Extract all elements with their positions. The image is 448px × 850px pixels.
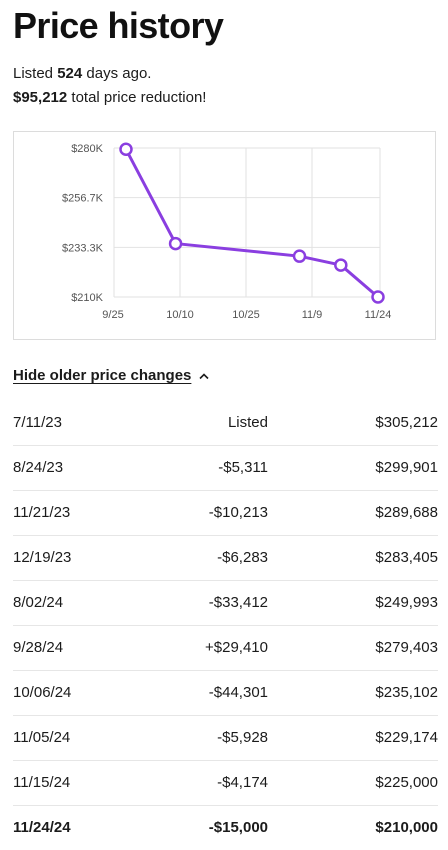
listed-suffix: days ago. [82,65,152,82]
history-row: 11/21/23 -$10,213 $289,688 [13,491,438,536]
history-price: $249,993 [375,594,438,611]
history-price: $225,000 [375,774,438,791]
history-price: $299,901 [375,459,438,476]
history-change: -$5,928 [217,729,268,746]
history-change: -$10,213 [208,504,268,521]
history-date: 7/11/23 [13,414,62,431]
price-point [119,142,133,157]
chevron-up-icon [199,372,209,380]
price-point [371,290,385,304]
listed-prefix: Listed [13,65,58,82]
history-change: +$29,410 [205,639,268,656]
history-row: 8/02/24 -$33,412 $249,993 [13,581,438,626]
history-row: 11/15/24 -$4,174 $225,000 [13,761,438,806]
history-date: 11/21/23 [13,504,71,521]
history-change: -$15,000 [208,819,268,836]
x-tick-label: 10/10 [166,309,194,321]
history-price: $289,688 [375,504,438,521]
history-row: 9/28/24 +$29,410 $279,403 [13,626,438,671]
price-point [292,249,307,263]
toggle-label: Hide older price changes [13,367,192,384]
x-tick-label: 9/25 [102,309,123,321]
history-row: 11/05/24 -$5,928 $229,174 [13,716,438,761]
history-change: -$44,301 [208,684,268,701]
y-tick-label: $233.3K [62,242,104,254]
history-price: $305,212 [375,414,438,431]
x-tick-label: 10/25 [232,309,260,321]
reduction-summary: $95,212 total price reduction! [13,88,206,108]
history-change: -$33,412 [208,594,268,611]
history-date: 8/24/23 [13,459,64,476]
price-line [124,148,379,299]
history-row: 7/11/23 Listed $305,212 [13,401,438,446]
page-title: Price history [13,5,224,46]
listed-days: 524 [57,65,83,82]
history-date: 11/24/24 [13,819,71,836]
x-tick-label: 11/24 [365,309,392,321]
history-row: 10/06/24 -$44,301 $235,102 [13,671,438,716]
reduction-amount: $95,212 [13,89,68,106]
price-point [168,236,183,251]
y-tick-label: $256.7K [62,193,104,205]
price-chart: $210K $233.3K $256.7K $280K 9/25 10/10 10/25 11… [13,131,436,340]
listed-summary: Listed 524 days ago. [13,64,151,84]
y-tick-label: $280K [71,143,103,155]
history-price: $210,000 [375,819,438,836]
history-price: $229,174 [375,729,438,746]
history-change: -$5,311 [218,459,268,476]
history-date: 8/02/24 [13,594,64,611]
x-tick-label: 11/9 [302,309,323,321]
history-row: 11/24/24 -$15,000 $210,000 [13,806,438,850]
history-price: $279,403 [375,639,438,656]
history-date: 11/15/24 [13,774,71,791]
y-tick-label: $210K [71,292,103,304]
history-date: 11/05/24 [13,729,71,746]
history-row: 12/19/23 -$6,283 $283,405 [13,536,438,581]
history-price: $283,405 [375,549,438,566]
history-date: 9/28/24 [13,639,64,656]
history-date: 10/06/24 [13,684,72,701]
history-date: 12/19/23 [13,549,72,566]
price-point [334,258,348,272]
reduction-suffix: total price reduction! [67,89,207,106]
hide-older-changes-toggle[interactable]: Hide older price changes [13,366,209,386]
history-change: Listed [227,414,268,431]
history-row: 8/24/23 -$5,311 $299,901 [13,446,438,491]
history-change: -$4,174 [217,774,268,791]
price-history-table: 7/11/23 Listed $305,212 8/24/23 -$5,311 $299,… [13,401,438,850]
history-price: $235,102 [375,684,438,701]
price-chart-svg: $210K $233.3K $256.7K $280K 9/25 10/10 10/25 11… [62,142,392,321]
history-change: -$6,283 [217,549,268,566]
